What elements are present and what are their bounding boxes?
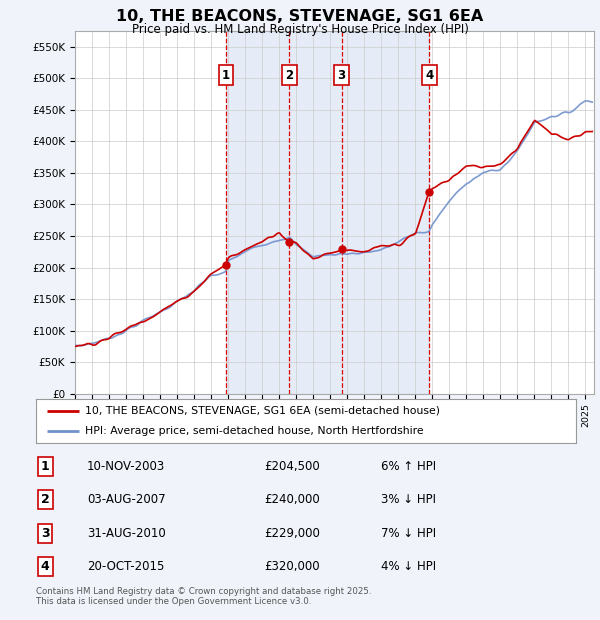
Text: 3% ↓ HPI: 3% ↓ HPI	[381, 494, 436, 506]
Text: 3: 3	[338, 69, 346, 82]
Text: 2: 2	[285, 69, 293, 82]
Text: Contains HM Land Registry data © Crown copyright and database right 2025.
This d: Contains HM Land Registry data © Crown c…	[36, 587, 371, 606]
Text: 2: 2	[41, 494, 49, 506]
Text: 3: 3	[41, 527, 49, 539]
Text: 31-AUG-2010: 31-AUG-2010	[87, 527, 166, 539]
Text: 03-AUG-2007: 03-AUG-2007	[87, 494, 166, 506]
Text: 4% ↓ HPI: 4% ↓ HPI	[381, 560, 436, 573]
Text: 1: 1	[41, 460, 49, 472]
Text: 10, THE BEACONS, STEVENAGE, SG1 6EA (semi-detached house): 10, THE BEACONS, STEVENAGE, SG1 6EA (sem…	[85, 405, 440, 416]
Text: 4: 4	[425, 69, 433, 82]
Text: £320,000: £320,000	[264, 560, 320, 573]
Text: 10-NOV-2003: 10-NOV-2003	[87, 460, 165, 472]
Text: 20-OCT-2015: 20-OCT-2015	[87, 560, 164, 573]
Text: 1: 1	[222, 69, 230, 82]
Bar	[226, 31, 429, 394]
Text: £229,000: £229,000	[264, 527, 320, 539]
Text: HPI: Average price, semi-detached house, North Hertfordshire: HPI: Average price, semi-detached house,…	[85, 426, 423, 436]
Text: £204,500: £204,500	[264, 460, 320, 472]
Text: 7% ↓ HPI: 7% ↓ HPI	[381, 527, 436, 539]
Text: 6% ↑ HPI: 6% ↑ HPI	[381, 460, 436, 472]
Text: £240,000: £240,000	[264, 494, 320, 506]
Text: 10, THE BEACONS, STEVENAGE, SG1 6EA: 10, THE BEACONS, STEVENAGE, SG1 6EA	[116, 9, 484, 24]
Text: Price paid vs. HM Land Registry's House Price Index (HPI): Price paid vs. HM Land Registry's House …	[131, 23, 469, 36]
Text: 4: 4	[41, 560, 49, 573]
